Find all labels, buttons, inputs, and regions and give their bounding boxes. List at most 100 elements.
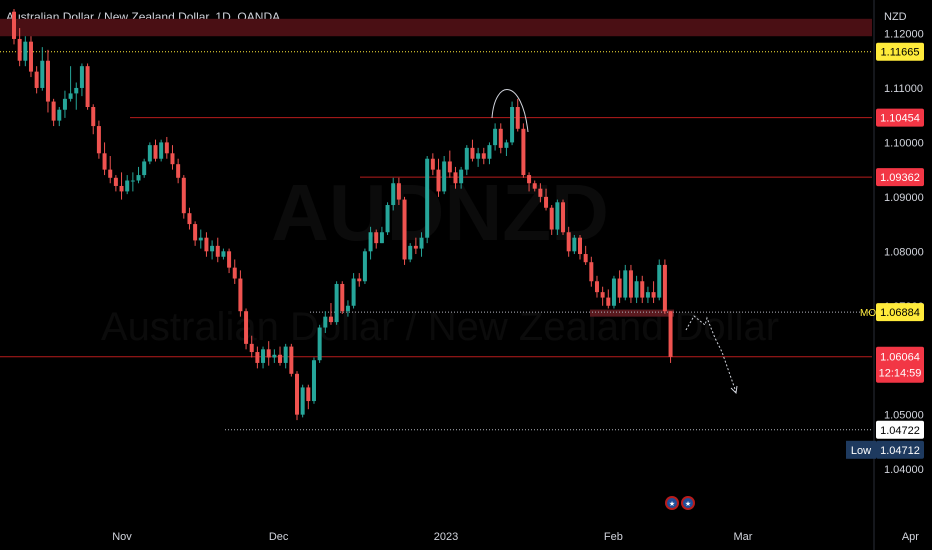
candle-down [51,101,56,121]
time-tick-label: Dec [269,531,289,543]
mo-tag: MO [860,308,876,319]
candle-down [340,283,345,312]
candles-layer [12,9,673,421]
candle-up [657,264,662,298]
projection-path [685,315,737,393]
candle-down [193,224,198,241]
candle-down [17,38,22,61]
event-icon: ★ [665,496,679,510]
candle-up [572,237,577,252]
candle-up [272,354,277,358]
candle-up [634,281,639,298]
candle-up [261,349,266,363]
svg-text:★: ★ [685,500,691,508]
candle-up [198,237,203,241]
candle-up [68,93,73,99]
candle-up [221,251,226,257]
candle-down [430,158,435,170]
candle-up [40,60,45,88]
candle-down [374,232,379,244]
price-tick-label: 1.11000 [884,83,923,95]
candle-down [328,316,333,323]
projection-arrow-head [730,385,738,395]
candle-down [357,278,362,282]
candle-down [108,169,113,178]
candle-up [611,278,616,306]
candle-down [515,107,520,129]
low-tag-bg [846,440,876,459]
candle-down [527,175,532,184]
candle-down [447,161,452,173]
candle-up [210,245,215,252]
candle-down [594,281,599,293]
candle-down [628,270,633,298]
candle-down [402,199,407,260]
current-price-label: 1.06064 [880,352,920,364]
candle-up [510,107,515,143]
candle-down [164,142,169,154]
candle-up [142,161,147,176]
candle-down [187,213,192,225]
candle-down [113,177,118,186]
candle-down [289,346,294,374]
candle-down [498,128,503,148]
level-label-1-06884: 1.06884 [880,307,920,319]
breakdown-zone [590,309,674,317]
candle-up [555,202,560,230]
candle-down [85,66,90,108]
time-tick-label: Feb [604,531,623,543]
candle-down [640,281,645,298]
candle-up [419,237,424,249]
candle-down [266,349,271,358]
price-tick-label: 1.12000 [884,29,924,41]
level-label-1-10454: 1.10454 [880,113,920,125]
level-label-1-04722-bg [876,420,924,439]
annotations-layer: ★ ★ [491,89,738,510]
candle-down [295,373,299,415]
candle-down [34,71,39,88]
candle-down [215,245,220,257]
candle-down [521,128,526,176]
candle-up [464,147,469,170]
candle-down [544,196,549,208]
current-price-bg [876,346,924,383]
candle-up [57,109,62,121]
candle-down [102,153,107,170]
candle-down [606,297,611,306]
candle-up [323,316,328,328]
candle-up [351,278,356,306]
candle-down [532,183,537,189]
level-label-1-09362: 1.09362 [880,172,920,184]
candle-up [368,232,373,252]
level-label-1-06884-bg [876,303,924,322]
time-axis[interactable]: NovDec2023FebMarAprMay [112,531,932,543]
candle-up [425,158,430,238]
candle-up [623,270,628,298]
candle-down [244,311,249,344]
candle-up [62,98,67,110]
candle-up [74,87,79,94]
low-value-label: 1.04712 [880,445,920,457]
candle-up [476,153,481,159]
candle-up [159,142,164,159]
candle-down [396,183,401,200]
candle-down [481,153,486,159]
candle-down [566,232,571,252]
level-label-1-10454-bg [876,108,924,127]
candle-down [28,41,33,72]
candle-down [238,278,243,312]
candle-down [413,245,418,249]
price-axis[interactable]: NZD1.040001.050001.060001.070001.080001.… [873,0,924,550]
candle-down [538,188,543,197]
candle-up [391,183,396,206]
candle-down [561,202,566,233]
candle-down [617,278,622,298]
time-tick-label: 2023 [434,531,458,543]
candle-down [600,292,605,298]
time-tick-label: Mar [734,531,753,543]
candle-down [12,11,16,39]
countdown-label: 12:14:59 [879,368,922,380]
currency-label: NZD [884,11,907,23]
price-labels: 1.11665 1.10454 1.09362 1.06884 MO 1.06064 12:… [846,42,924,459]
